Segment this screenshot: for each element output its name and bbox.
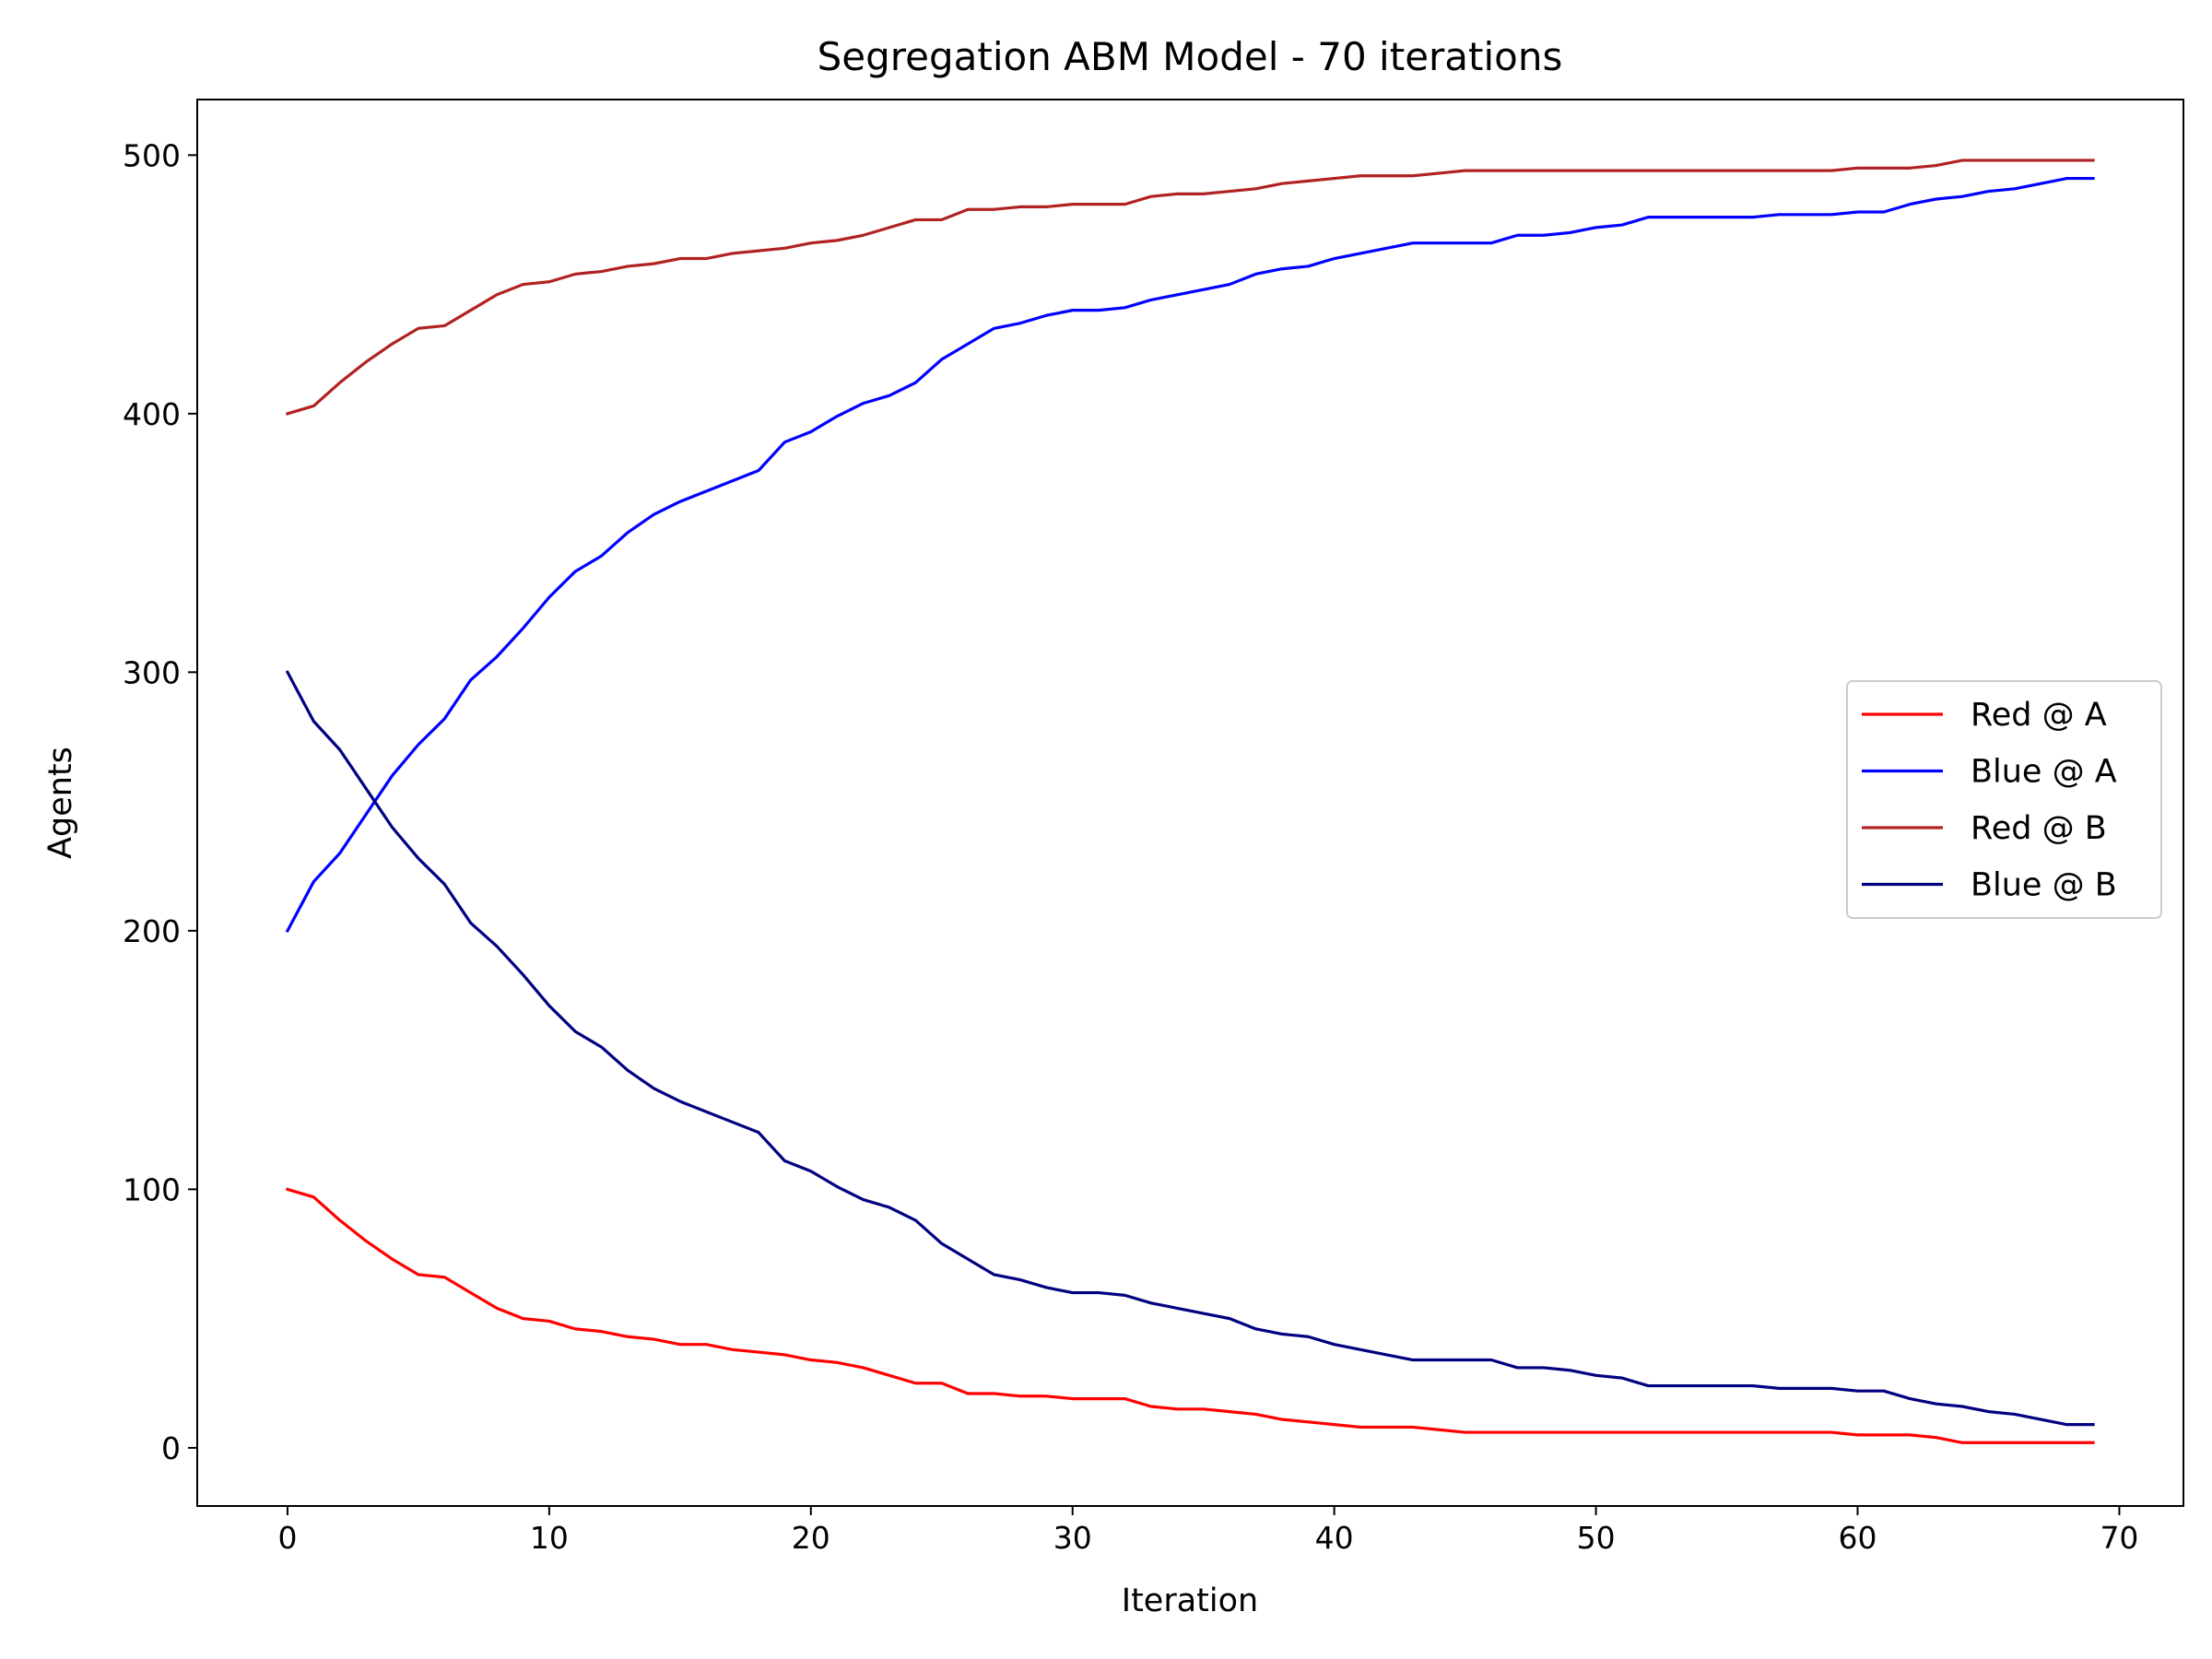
series-line-red-a — [285, 1187, 2095, 1444]
x-tick-label: 50 — [1577, 1520, 1616, 1556]
series-line-red-b — [285, 159, 2095, 416]
y-tick-label: 400 — [123, 396, 181, 432]
x-axis-ticks: 0 10 20 30 40 50 60 70 — [277, 1506, 2138, 1556]
y-tick-label: 200 — [123, 913, 181, 949]
legend-box — [1846, 680, 2162, 919]
y-tick-label: 300 — [123, 654, 181, 690]
series-layer — [285, 159, 2095, 1444]
x-tick-label: 40 — [1315, 1520, 1354, 1556]
series-line-blue-a — [285, 176, 2095, 934]
legend-label-blue-b: Blue @ B — [1971, 867, 2117, 904]
y-tick-label: 0 — [161, 1430, 181, 1466]
plot-area — [196, 99, 2184, 1507]
chart-title: Segregation ABM Model - 70 iterations — [818, 34, 1563, 79]
legend: Red @ A Blue @ A Red @ B Blue @ B — [1846, 680, 2162, 919]
x-tick-label: 70 — [2100, 1520, 2138, 1556]
x-tick-label: 10 — [530, 1520, 569, 1556]
series-line-blue-b — [285, 670, 2095, 1427]
x-tick-label: 20 — [792, 1520, 830, 1556]
x-tick-label: 0 — [277, 1520, 297, 1556]
legend-label-blue-a: Blue @ A — [1971, 754, 2117, 791]
plot-frame — [196, 99, 2184, 1507]
y-axis-title: Agents — [42, 747, 79, 859]
legend-label-red-b: Red @ B — [1971, 810, 2107, 847]
legend-label-red-a: Red @ A — [1971, 697, 2107, 734]
x-tick-label: 30 — [1053, 1520, 1092, 1556]
y-axis-ticks: 0 100 200 300 400 500 — [123, 137, 197, 1466]
x-tick-label: 60 — [1839, 1520, 1877, 1556]
y-tick-label: 500 — [123, 137, 181, 173]
x-axis-title: Iteration — [1122, 1583, 1258, 1619]
y-tick-label: 100 — [123, 1171, 181, 1207]
